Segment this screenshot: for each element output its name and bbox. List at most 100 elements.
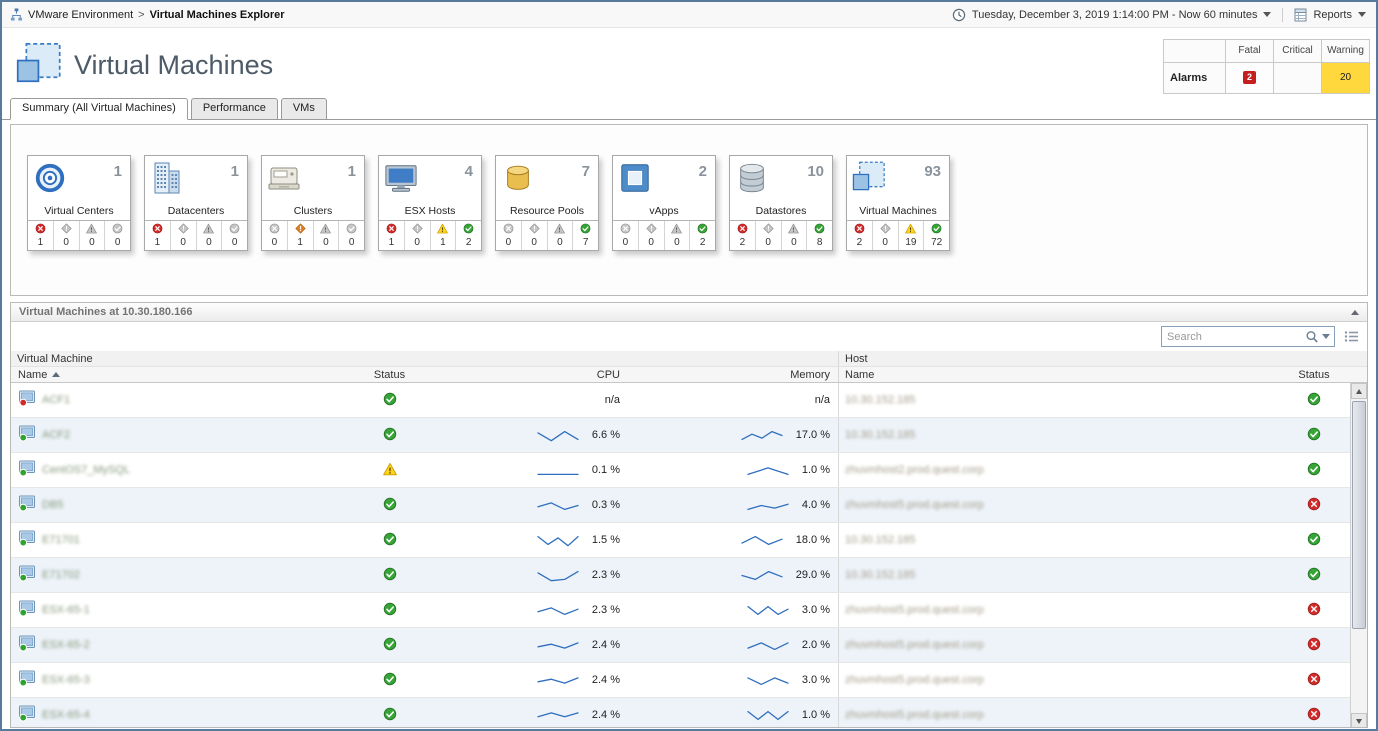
fatal-count-cell[interactable]: 2 [1225,61,1274,95]
tile-alarm-warning[interactable]: 0 [780,221,807,250]
tile-alarm-fatal[interactable]: 0 [262,221,287,250]
tile-alarm-critical[interactable]: 0 [169,221,196,250]
column-header-host-status[interactable]: Status [1298,368,1330,381]
tile-esx-hosts[interactable]: 4 ESX Hosts 1 0 1 2 [378,155,482,251]
tab-summary-all-virtual-machines[interactable]: Summary (All Virtual Machines) [10,98,188,120]
tab-vms[interactable]: VMs [280,98,327,119]
host-status-cell[interactable] [1257,523,1367,557]
tile-alarm-fatal[interactable]: 1 [379,221,404,250]
tile-alarm-fatal[interactable]: 1 [145,221,170,250]
tile-alarm-critical[interactable]: 0 [871,221,898,250]
host-status-cell[interactable] [1257,628,1367,662]
chevron-down-icon[interactable] [1263,12,1272,17]
scroll-up-button[interactable] [1351,383,1367,399]
host-name-link[interactable]: zhuvmhost5.prod.quest.corp [845,709,984,721]
vm-status-cell[interactable] [341,418,438,452]
vm-status-cell[interactable] [341,593,438,627]
reports-label[interactable]: Reports [1313,8,1352,21]
column-header-memory[interactable]: Memory [790,368,830,381]
tile-alarm-warning[interactable]: 0 [312,221,339,250]
column-header-host-name[interactable]: Name [838,367,1257,382]
tile-alarm-fatal[interactable]: 0 [613,221,638,250]
tile-alarm-fatal[interactable]: 0 [496,221,521,250]
host-name-link[interactable]: 10.30.152.185 [845,394,916,406]
tile-resource-pools[interactable]: 7 Resource Pools 0 0 0 7 [495,155,599,251]
vm-name-link[interactable]: E71701 [42,534,80,546]
chevron-down-icon[interactable] [1358,12,1366,17]
critical-count-cell[interactable] [1273,61,1322,95]
tile-alarm-fatal[interactable]: 2 [730,221,755,250]
tile-alarm-warning[interactable]: 0 [663,221,690,250]
tile-alarm-normal[interactable]: 72 [923,221,949,250]
search-options-chevron-icon[interactable] [1322,334,1330,339]
vm-name-link[interactable]: ESX-65-3 [42,674,90,686]
tile-datacenters[interactable]: 1 Datacenters 1 0 0 0 [144,155,248,251]
host-status-cell[interactable] [1257,558,1367,592]
tile-alarm-normal[interactable]: 8 [806,221,832,250]
warning-count-cell[interactable]: 20 [1321,61,1370,95]
tile-virtual-centers[interactable]: 1 Virtual Centers 1 0 0 0 [27,155,131,251]
host-status-cell[interactable] [1257,698,1367,727]
vm-status-cell[interactable] [341,453,438,487]
search-input[interactable] [1167,330,1302,343]
vm-name-link[interactable]: ACF2 [42,429,71,441]
host-status-cell[interactable] [1257,593,1367,627]
vm-name-link[interactable]: ESX-65-1 [42,604,90,616]
vm-status-cell[interactable] [341,383,438,417]
host-name-link[interactable]: zhuvmhost5.prod.quest.corp [845,639,984,651]
time-range-label[interactable]: Tuesday, December 3, 2019 1:14:00 PM - N… [971,8,1258,21]
vm-status-cell[interactable] [341,663,438,697]
host-name-link[interactable]: zhuvmhost5.prod.quest.corp [845,499,984,511]
tile-alarm-warning[interactable]: 0 [546,221,573,250]
host-name-link[interactable]: 10.30.152.185 [845,534,916,546]
vm-status-cell[interactable] [341,488,438,522]
host-name-link[interactable]: zhuvmhost5.prod.quest.corp [845,674,984,686]
tile-alarm-normal[interactable]: 0 [104,221,130,250]
tile-alarm-normal[interactable]: 0 [338,221,364,250]
host-status-cell[interactable] [1257,663,1367,697]
host-name-link[interactable]: 10.30.152.185 [845,569,916,581]
scrollbar-thumb[interactable] [1352,401,1366,629]
tile-alarm-critical[interactable]: 1 [286,221,313,250]
tile-alarm-normal[interactable]: 2 [455,221,481,250]
scroll-down-button[interactable] [1351,713,1367,727]
host-name-link[interactable]: zhuvmhost2.prod.quest.corp [845,464,984,476]
tile-alarm-critical[interactable]: 0 [637,221,664,250]
search-icon[interactable] [1305,330,1319,344]
fatal-count-badge[interactable]: 2 [1243,71,1256,85]
tile-alarm-critical[interactable]: 0 [754,221,781,250]
vm-status-cell[interactable] [341,628,438,662]
tile-alarm-warning[interactable]: 19 [897,221,924,250]
host-status-cell[interactable] [1257,418,1367,452]
column-header-name[interactable]: Name [11,367,341,382]
vm-status-cell[interactable] [341,558,438,592]
host-status-cell[interactable] [1257,453,1367,487]
tile-alarm-normal[interactable]: 2 [689,221,715,250]
tile-alarm-warning[interactable]: 0 [78,221,105,250]
column-header-status[interactable]: Status [373,368,406,381]
table-customizer-icon[interactable] [1344,330,1359,343]
vm-status-cell[interactable] [341,698,438,727]
breadcrumb-root[interactable]: VMware Environment [28,8,134,21]
vm-name-link[interactable]: ESX-65-2 [42,639,90,651]
host-name-link[interactable]: 10.30.152.185 [845,429,916,441]
tile-vapps[interactable]: 2 vApps 0 0 0 2 [612,155,716,251]
vm-status-cell[interactable] [341,523,438,557]
tile-alarm-normal[interactable]: 7 [572,221,598,250]
tile-alarm-fatal[interactable]: 1 [28,221,53,250]
tile-alarm-critical[interactable]: 0 [403,221,430,250]
vm-name-link[interactable]: CentOS7_MySQL [42,464,131,476]
host-status-cell[interactable] [1257,383,1367,417]
vertical-scrollbar[interactable] [1350,383,1367,727]
collapse-panel-icon[interactable] [1351,309,1359,315]
tile-clusters[interactable]: 1 Clusters 0 1 0 0 [261,155,365,251]
tab-performance[interactable]: Performance [190,98,278,119]
tile-alarm-warning[interactable]: 1 [429,221,456,250]
vm-name-link[interactable]: ESX-65-4 [42,709,90,721]
vm-name-link[interactable]: DB5 [42,499,64,511]
host-status-cell[interactable] [1257,488,1367,522]
tile-alarm-critical[interactable]: 0 [520,221,547,250]
column-header-cpu[interactable]: CPU [596,368,620,381]
tile-alarm-critical[interactable]: 0 [52,221,79,250]
